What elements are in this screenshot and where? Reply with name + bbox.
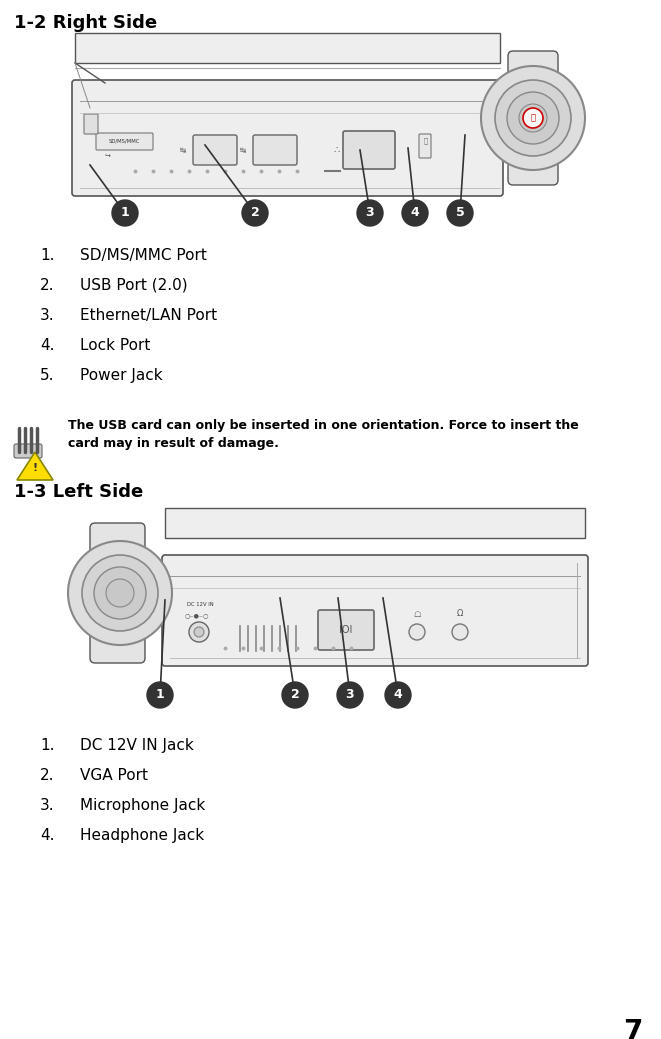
FancyBboxPatch shape	[14, 444, 42, 458]
Text: SD/MS/MMC: SD/MS/MMC	[108, 138, 139, 143]
FancyBboxPatch shape	[318, 610, 374, 650]
Text: 4: 4	[410, 207, 419, 219]
Text: 2: 2	[291, 689, 299, 701]
Text: ☖: ☖	[413, 610, 421, 618]
Text: Ethernet/LAN Port: Ethernet/LAN Port	[80, 308, 217, 323]
Circle shape	[112, 199, 138, 227]
FancyBboxPatch shape	[419, 134, 431, 158]
Circle shape	[523, 108, 543, 128]
Text: Headphone Jack: Headphone Jack	[80, 828, 204, 843]
Circle shape	[68, 541, 172, 645]
FancyBboxPatch shape	[90, 523, 145, 663]
Text: 2.: 2.	[40, 768, 54, 783]
Text: ⏻: ⏻	[531, 113, 535, 123]
Circle shape	[409, 624, 425, 640]
FancyBboxPatch shape	[193, 135, 237, 165]
Text: 1-3 Left Side: 1-3 Left Side	[14, 483, 143, 501]
FancyBboxPatch shape	[343, 131, 395, 169]
FancyBboxPatch shape	[253, 135, 297, 165]
Text: 3.: 3.	[40, 308, 55, 323]
Text: The USB card can only be inserted in one orientation. Force to insert the: The USB card can only be inserted in one…	[68, 419, 579, 432]
Circle shape	[481, 66, 585, 170]
Text: ↹: ↹	[180, 145, 186, 155]
Circle shape	[337, 682, 363, 708]
Text: 4.: 4.	[40, 338, 54, 353]
Text: 4.: 4.	[40, 828, 54, 843]
Circle shape	[106, 579, 134, 607]
Text: SD/MS/MMC Port: SD/MS/MMC Port	[80, 248, 207, 263]
Circle shape	[194, 627, 204, 637]
Text: ∴: ∴	[333, 145, 339, 155]
Circle shape	[82, 555, 158, 631]
Text: 🔒: 🔒	[424, 138, 428, 144]
Text: Lock Port: Lock Port	[80, 338, 150, 353]
Circle shape	[189, 622, 209, 642]
Text: 3: 3	[346, 689, 354, 701]
Text: Power Jack: Power Jack	[80, 368, 163, 383]
Polygon shape	[17, 452, 53, 480]
Text: 2: 2	[251, 207, 259, 219]
Text: USB Port (2.0): USB Port (2.0)	[80, 278, 188, 293]
Circle shape	[357, 199, 383, 227]
Circle shape	[507, 92, 559, 144]
Text: 5.: 5.	[40, 368, 54, 383]
Text: 1.: 1.	[40, 738, 54, 753]
Polygon shape	[165, 508, 585, 538]
Text: DC 12V IN: DC 12V IN	[187, 602, 214, 607]
Text: 1.: 1.	[40, 248, 54, 263]
Text: ↪: ↪	[105, 153, 111, 159]
Text: DC 12V IN Jack: DC 12V IN Jack	[80, 738, 194, 753]
Text: 1-2 Right Side: 1-2 Right Side	[14, 14, 157, 32]
Circle shape	[495, 80, 571, 156]
FancyBboxPatch shape	[72, 80, 503, 196]
Text: 4: 4	[393, 689, 403, 701]
Polygon shape	[75, 33, 500, 63]
FancyBboxPatch shape	[508, 51, 558, 185]
Circle shape	[447, 199, 473, 227]
Text: Microphone Jack: Microphone Jack	[80, 798, 206, 812]
Text: IOI: IOI	[339, 625, 353, 635]
FancyBboxPatch shape	[96, 133, 153, 150]
Circle shape	[242, 199, 268, 227]
Text: 7: 7	[623, 1018, 642, 1039]
Circle shape	[385, 682, 411, 708]
Text: VGA Port: VGA Port	[80, 768, 148, 783]
Text: ↹: ↹	[240, 145, 246, 155]
Text: !: !	[32, 463, 38, 473]
Text: Ω: Ω	[457, 610, 463, 618]
FancyBboxPatch shape	[162, 555, 588, 666]
FancyBboxPatch shape	[84, 114, 98, 134]
Circle shape	[402, 199, 428, 227]
Text: 2.: 2.	[40, 278, 54, 293]
Circle shape	[452, 624, 468, 640]
Circle shape	[94, 567, 146, 619]
Text: 3: 3	[366, 207, 374, 219]
Circle shape	[519, 104, 547, 132]
Text: ○‒●‒○: ○‒●‒○	[185, 613, 210, 618]
Circle shape	[147, 682, 173, 708]
Circle shape	[282, 682, 308, 708]
Text: 1: 1	[120, 207, 130, 219]
Text: card may in result of damage.: card may in result of damage.	[68, 437, 279, 450]
Text: 1: 1	[155, 689, 165, 701]
Text: 3.: 3.	[40, 798, 55, 812]
Text: 5: 5	[455, 207, 465, 219]
